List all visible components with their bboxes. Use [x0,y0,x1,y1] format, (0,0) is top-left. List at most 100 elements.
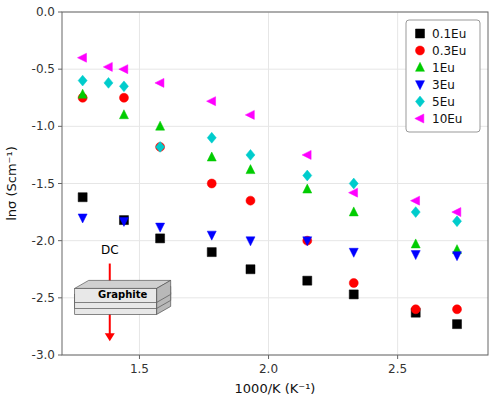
point [303,184,312,193]
point [156,223,165,232]
y-tick-label: -1.5 [32,177,55,191]
legend-label: 0.1Eu [432,27,466,41]
point [156,234,165,243]
graphite-box [75,280,171,314]
point [411,305,420,314]
point [303,237,312,246]
box-front [75,288,157,302]
point [78,214,87,223]
legend-label: 10Eu [432,112,462,126]
point [452,208,461,217]
point [119,110,128,119]
point [453,320,462,329]
point [245,110,254,119]
y-tick-label: 0.0 [36,5,55,19]
point [303,276,312,285]
point [207,152,216,161]
legend-marker [416,81,425,90]
grid [62,12,488,355]
series [78,89,461,253]
x-tick [139,355,140,359]
point [303,236,312,245]
y-tick [58,297,62,298]
series [78,193,461,329]
y-tick [58,126,62,127]
legend: 0.1Eu 0.3Eu 1Eu 3Eu 5Eu 10Eu [406,20,480,132]
point [156,142,165,153]
point [411,207,420,218]
legend-marker [416,96,425,107]
x-tick [268,355,269,359]
legend-marker [416,62,425,71]
point [349,178,358,189]
point [246,196,255,205]
series [78,214,461,261]
y-grid-line [62,240,488,241]
point [349,188,358,197]
y-tick [58,240,62,241]
point [155,78,164,87]
point [302,150,311,159]
legend-marker [415,114,424,123]
legend-label: 0.3Eu [432,44,466,58]
y-tick-label: -1.0 [32,119,55,133]
point [411,196,420,205]
point [411,239,420,248]
x-axis-label: 1000/K (K⁻¹) [235,381,316,396]
y-tick-label: -2.0 [32,234,55,248]
point [207,179,216,188]
annotation: Graphite [98,289,147,300]
plot-frame [62,12,488,355]
point [411,251,420,260]
series [77,53,460,216]
legend-marker [416,46,425,55]
x-tick-label: 2.5 [388,362,407,376]
legend-box [406,20,480,132]
point [156,142,165,151]
x-tick [397,355,398,359]
point [453,252,462,261]
y-tick-label: -0.5 [32,62,55,76]
point [78,75,87,86]
point [78,89,87,98]
point [119,93,128,102]
point [349,248,358,257]
legend-label: 1Eu [432,61,455,75]
point [246,165,255,174]
series [78,93,461,314]
y-tick-label: -3.0 [32,348,55,362]
point [246,265,255,274]
chart: 1.52.02.50.0-0.5-1.0-1.5-2.0-2.5-3.01000… [0,0,500,405]
y-tick [58,355,62,356]
point [207,231,216,240]
point [207,97,216,106]
arrow-head [105,333,115,341]
x-tick-label: 2.0 [259,362,278,376]
point [119,65,128,74]
y-tick [58,183,62,184]
points [77,53,461,328]
point [104,77,113,88]
point [349,290,358,299]
legend-label: 3Eu [432,78,455,92]
y-grid-line [62,183,488,184]
legend-label: 5Eu [432,95,455,109]
annotation: DC [101,243,119,257]
y-tick-label: -2.5 [32,291,55,305]
point [349,207,358,216]
point [78,193,87,202]
series [78,75,461,226]
point [103,62,112,71]
background [0,0,500,405]
y-tick [58,69,62,70]
point [156,121,165,130]
point [349,278,358,287]
y-axis-label: lnσ (Scm⁻¹) [4,146,19,221]
point [453,216,462,227]
point [246,237,255,246]
legend-marker [416,29,425,38]
point [246,150,255,161]
y-tick [58,12,62,13]
point [207,248,216,257]
point [119,81,128,92]
